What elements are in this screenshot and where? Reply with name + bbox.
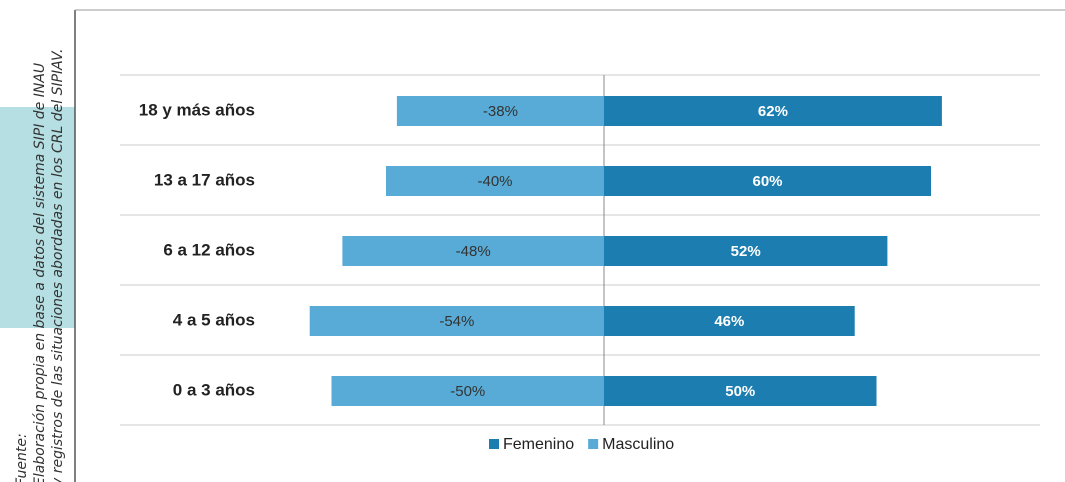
- category-label: 6 a 12 años: [163, 240, 255, 259]
- bar: [604, 376, 877, 406]
- legend-label: Masculino: [602, 436, 674, 453]
- value-label: -54%: [439, 313, 474, 330]
- value-label: -38%: [483, 103, 518, 120]
- bar: [604, 166, 931, 196]
- value-label: 52%: [731, 243, 761, 260]
- value-label: -40%: [477, 173, 512, 190]
- bar: [309, 306, 604, 336]
- value-label: -50%: [450, 383, 485, 400]
- bar: [396, 96, 604, 126]
- bar: [331, 376, 604, 406]
- value-label: 50%: [725, 383, 755, 400]
- category-label: 18 y más años: [139, 100, 255, 119]
- bar: [386, 166, 604, 196]
- legend-swatch: [489, 439, 499, 449]
- value-label: 46%: [714, 313, 744, 330]
- source-line: y registros de las situaciones abordadas…: [50, 49, 66, 482]
- source-note: Fuente: Elaboración propia en base a dat…: [14, 49, 66, 482]
- bar: [604, 306, 855, 336]
- category-label: 13 a 17 años: [154, 170, 255, 189]
- bar: [604, 236, 888, 266]
- category-label: 4 a 5 años: [173, 310, 255, 329]
- source-line: Elaboración propia en base a datos del s…: [32, 63, 48, 482]
- value-label: 62%: [758, 103, 788, 120]
- category-label: 0 a 3 años: [173, 380, 255, 399]
- value-label: -48%: [456, 243, 491, 260]
- bar: [604, 96, 942, 126]
- bar: [342, 236, 604, 266]
- legend-label: Femenino: [503, 436, 574, 453]
- accent-block: [0, 107, 75, 328]
- source-line: Fuente:: [14, 433, 30, 482]
- legend-swatch: [588, 439, 599, 449]
- value-label: 60%: [752, 173, 782, 190]
